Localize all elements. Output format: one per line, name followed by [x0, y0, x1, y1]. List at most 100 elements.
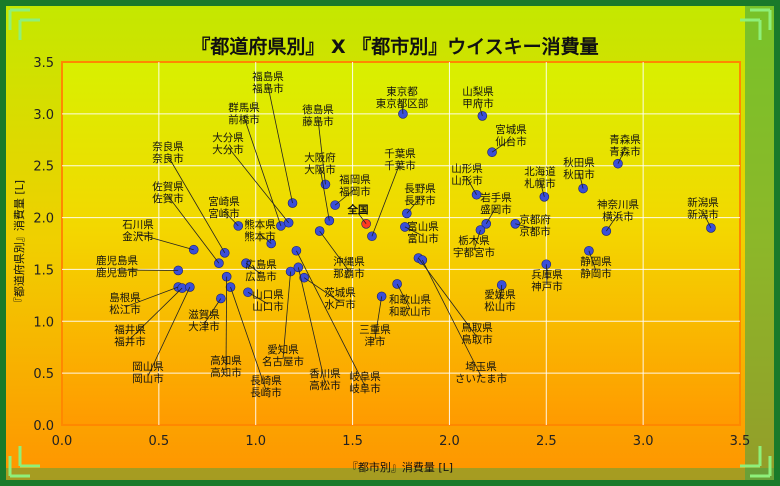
point-label-pref: 愛媛県: [484, 288, 516, 301]
leader-line: [545, 264, 548, 285]
point-label-pref: 全国: [347, 203, 369, 216]
x-axis-title: 『都市別』消費量 [L]: [347, 460, 453, 474]
point-label-city: 高松市: [309, 379, 341, 392]
point-label-pref: 兵庫県: [531, 268, 563, 281]
point-label-city: 佐賀市: [152, 192, 184, 205]
leader-line: [259, 233, 272, 244]
point-label-pref: 島根県: [109, 291, 141, 304]
y-tick-label: 2.0: [33, 212, 54, 227]
point-label-pref: 三重県: [359, 323, 391, 336]
point-label-city: 大津市: [188, 320, 220, 333]
leader-line: [485, 206, 497, 224]
y-axis-title: 『都道府県別』消費量 [L]: [12, 180, 26, 308]
point-label-city: 松江市: [109, 303, 141, 316]
point-label-pref: 広島県: [245, 258, 277, 271]
point-label-city: 福島市: [252, 82, 284, 95]
leader-line: [317, 118, 326, 185]
leader-line: [515, 223, 536, 230]
point-label-pref: 岩手県: [480, 191, 512, 204]
leader-line: [203, 298, 222, 325]
point-label-city: 青森市: [609, 145, 641, 158]
point-label-city: 岡山市: [132, 372, 164, 385]
leader-line: [129, 287, 183, 340]
point-label-city: 水戸市: [324, 298, 356, 311]
leader-line: [124, 286, 179, 308]
point-label-pref: 佐賀県: [152, 180, 184, 193]
leader-line: [702, 211, 712, 229]
point-label-city: 津市: [365, 335, 386, 348]
leader-line: [137, 233, 194, 251]
leader-line: [296, 250, 366, 387]
leader-line: [421, 259, 482, 377]
point-label-city: 松山市: [484, 300, 516, 313]
leader-line: [539, 180, 545, 197]
point-label-city: 大阪市: [304, 163, 336, 176]
corner-deco-bottom-right: [740, 446, 772, 478]
point-label-city: 那覇市: [333, 267, 365, 280]
leader-line: [499, 284, 503, 305]
corner-deco-bottom-left: [8, 446, 40, 478]
leader-line: [477, 100, 483, 117]
point-label-city: 高知市: [210, 366, 242, 379]
point-label-pref: 山梨県: [462, 85, 494, 98]
leader-line: [230, 286, 267, 391]
leader-line: [167, 195, 220, 264]
point-label-city: 宇都宮市: [453, 246, 495, 259]
point-label-city: 山口市: [252, 300, 284, 313]
plot-area: [61, 61, 741, 426]
point-label-pref: 長崎県: [250, 374, 282, 387]
point-label-city: 盛岡市: [480, 203, 512, 216]
point-label-pref: 鹿児島県: [96, 254, 138, 267]
point-label-pref: 岡山県: [132, 361, 164, 373]
point-label-pref: 静岡県: [580, 255, 612, 268]
point-label-pref: 青森県: [609, 133, 641, 146]
point-label-pref: 奈良県: [152, 140, 184, 153]
point-label-city: 神戸市: [531, 280, 563, 293]
point-label-city: 鹿児島市: [96, 266, 138, 279]
point-label-pref: 茨城県: [324, 286, 356, 299]
leader-line: [357, 212, 367, 225]
leader-line: [319, 166, 330, 221]
leader-line: [267, 85, 293, 204]
point-label-pref: 千葉県: [384, 147, 416, 160]
point-label-city: 前橋市: [228, 113, 260, 126]
point-label-city: 福岡市: [339, 185, 371, 198]
point-label-city: 秋田市: [563, 168, 595, 181]
leader-line: [406, 197, 421, 214]
leader-line: [225, 276, 228, 371]
point-label-city: 福井市: [114, 335, 146, 348]
x-tick-label: 2.5: [536, 434, 557, 449]
point-label-pref: 徳島県: [302, 103, 334, 116]
point-label-city: 山形市: [451, 174, 483, 187]
point-label-pref: 長野県: [404, 183, 436, 195]
point-label-city: 甲府市: [462, 97, 494, 110]
leader-line: [167, 155, 226, 254]
point-label-pref: 和歌山県: [389, 293, 431, 306]
leader-line: [245, 262, 262, 275]
point-label-pref: 京都府: [519, 213, 551, 226]
point-label-city: 東京都区部: [376, 97, 429, 110]
x-tick-label: 1.5: [342, 434, 363, 449]
point-label-pref: 福岡県: [339, 173, 371, 186]
point-label-city: 横浜市: [602, 210, 634, 223]
y-tick-label: 3.5: [33, 56, 54, 71]
leader-line: [223, 210, 239, 227]
y-tick-label: 2.5: [33, 160, 54, 175]
point-label-pref: 福井県: [114, 323, 146, 336]
x-tick-label: 3.0: [633, 434, 654, 449]
point-label-pref: 宮城県: [495, 123, 527, 136]
point-label-pref: 神奈川県: [597, 198, 639, 211]
point-label-pref: 高知県: [210, 354, 242, 367]
x-tick-labels: 0.0 0.5 1.0 1.5 2.0 2.5 3.0 3.5: [52, 434, 751, 449]
x-tick-label: 1.0: [245, 434, 266, 449]
point-label-city: 新潟市: [687, 208, 719, 221]
point-label-city: 名古屋市: [262, 355, 304, 368]
point-label-city: 富山市: [407, 232, 439, 245]
point-label-pref: 岐阜県: [349, 370, 381, 383]
point-label-city: 奈良市: [152, 152, 184, 165]
point-label-city: 千葉市: [384, 159, 416, 172]
y-tick-label: 0.0: [33, 419, 54, 434]
point-label-pref: 宮崎県: [208, 195, 240, 208]
